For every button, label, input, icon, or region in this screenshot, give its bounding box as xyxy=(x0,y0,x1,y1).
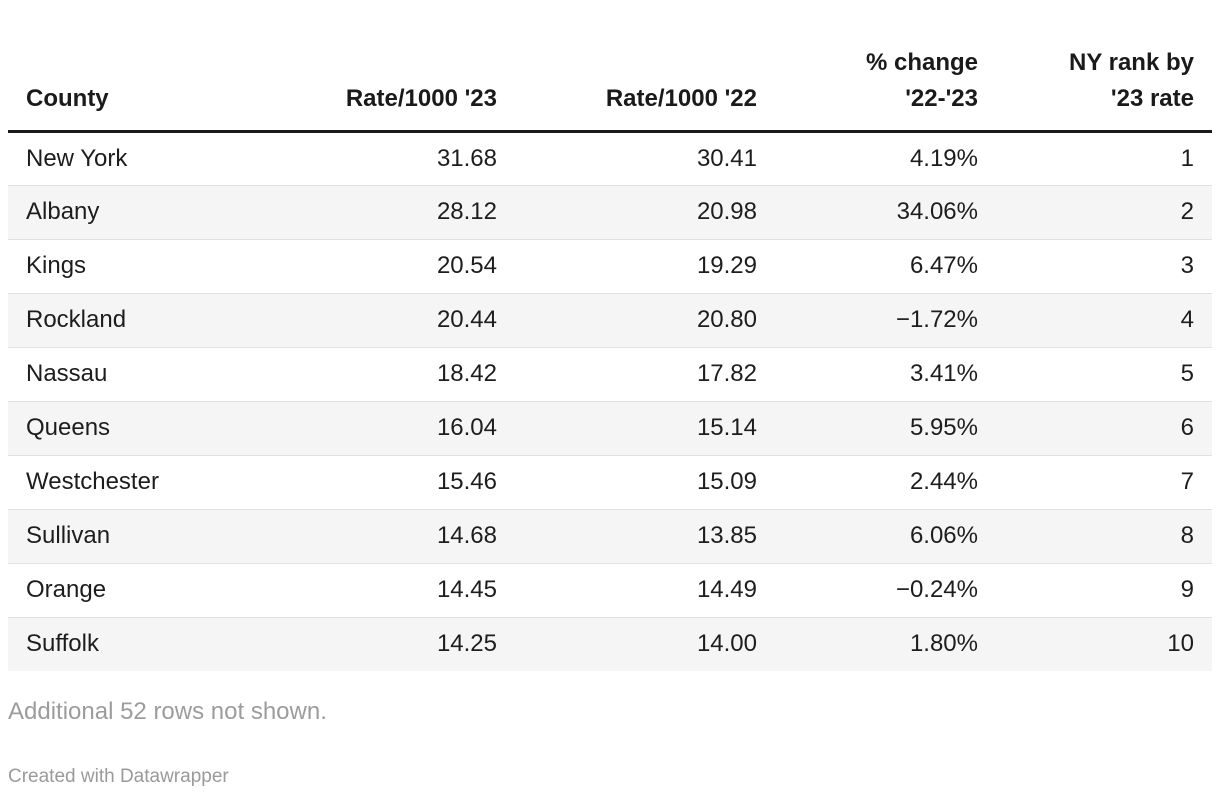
table-row: Suffolk 14.25 14.00 1.80% 10 xyxy=(8,617,1212,671)
column-header-rate-23: Rate/1000 '23 xyxy=(258,0,515,133)
column-header-rate-22: Rate/1000 '22 xyxy=(515,0,775,133)
table-cell: 1 xyxy=(1180,144,1194,172)
table-cell: 19.29 xyxy=(696,252,757,279)
table-row: Westchester 15.46 15.09 2.44% 7 xyxy=(8,455,1212,509)
table-cell: Kings xyxy=(26,252,87,279)
table-cell: 14.45 xyxy=(436,576,497,603)
table-cell: 2.44% xyxy=(909,468,978,495)
table-cell: Albany xyxy=(26,198,100,225)
table-cell: 16.04 xyxy=(436,414,497,441)
table-cell: 15.09 xyxy=(696,468,757,495)
table-row: Orange 14.45 14.49 −0.24% 9 xyxy=(8,563,1212,617)
table-cell: 20.44 xyxy=(436,306,497,333)
table-cell: 20.80 xyxy=(696,306,757,333)
table-row: Nassau 18.42 17.82 3.41% 5 xyxy=(8,347,1212,401)
table-cell: Nassau xyxy=(26,360,108,387)
table-cell: 6.06% xyxy=(909,522,978,549)
table-cell: 14.25 xyxy=(436,630,497,658)
table-cell: 14.49 xyxy=(696,576,757,603)
table-row: Sullivan 14.68 13.85 6.06% 8 xyxy=(8,509,1212,563)
column-header-county: County xyxy=(8,0,258,133)
column-header-ny-rank: NY rank by '23 rate xyxy=(996,0,1212,133)
table-cell: 6.47% xyxy=(909,252,978,279)
table-cell: 15.46 xyxy=(436,468,497,495)
column-header-pct-change: % change '22-'23 xyxy=(775,0,996,133)
table-row: New York 31.68 30.41 4.19% 1 xyxy=(8,131,1212,185)
header-row: County Rate/1000 '23 Rate/1000 '22 % cha… xyxy=(8,0,1212,133)
table-cell: New York xyxy=(26,144,128,172)
table-cell: 20.54 xyxy=(436,252,497,279)
table-cell: 17.82 xyxy=(696,360,757,387)
table-cell: 5.95% xyxy=(909,414,978,441)
table-cell: Westchester xyxy=(26,468,159,495)
table-cell: Suffolk xyxy=(26,630,99,658)
table-cell: 30.41 xyxy=(696,144,757,172)
table-row: Albany 28.12 20.98 34.06% 2 xyxy=(8,185,1212,239)
county-rate-table: County Rate/1000 '23 Rate/1000 '22 % cha… xyxy=(8,0,1212,671)
table-cell: 3.41% xyxy=(909,360,978,387)
table-cell: 10 xyxy=(1167,630,1194,658)
table-cell: 28.12 xyxy=(436,198,497,225)
table-cell: 4.19% xyxy=(909,144,978,172)
table-cell: 8 xyxy=(1180,522,1194,549)
table-cell: 15.14 xyxy=(696,414,757,441)
table-cell: 5 xyxy=(1180,360,1194,387)
table-cell: 2 xyxy=(1180,198,1194,225)
table-row: Queens 16.04 15.14 5.95% 6 xyxy=(8,401,1212,455)
table-cell: 13.85 xyxy=(696,522,757,549)
table-row: Rockland 20.44 20.80 −1.72% 4 xyxy=(8,293,1212,347)
table-cell: 4 xyxy=(1180,306,1194,333)
table-row: Kings 20.54 19.29 6.47% 3 xyxy=(8,239,1212,293)
table-cell: 3 xyxy=(1180,252,1194,279)
table-cell: 31.68 xyxy=(436,144,497,172)
table-cell: Queens xyxy=(26,414,111,441)
table-cell: 14.68 xyxy=(436,522,497,549)
table-cell: 34.06% xyxy=(896,198,978,225)
table-cell: −1.72% xyxy=(895,306,978,333)
table-cell: 1.80% xyxy=(909,630,978,658)
table-cell: 9 xyxy=(1180,576,1194,603)
table-cell: 7 xyxy=(1180,468,1194,495)
table-cell: Orange xyxy=(26,576,107,603)
additional-rows-note: Additional 52 rows not shown. xyxy=(8,698,327,725)
table-cell: Rockland xyxy=(26,306,127,333)
table-cell: 6 xyxy=(1180,414,1194,441)
table-cell: 20.98 xyxy=(696,198,757,225)
table-cell: 18.42 xyxy=(436,360,497,387)
table-cell: −0.24% xyxy=(895,576,978,603)
table-cell: Sullivan xyxy=(26,522,111,549)
datawrapper-attribution: Created with Datawrapper xyxy=(8,766,229,787)
table-cell: 14.00 xyxy=(696,630,757,658)
